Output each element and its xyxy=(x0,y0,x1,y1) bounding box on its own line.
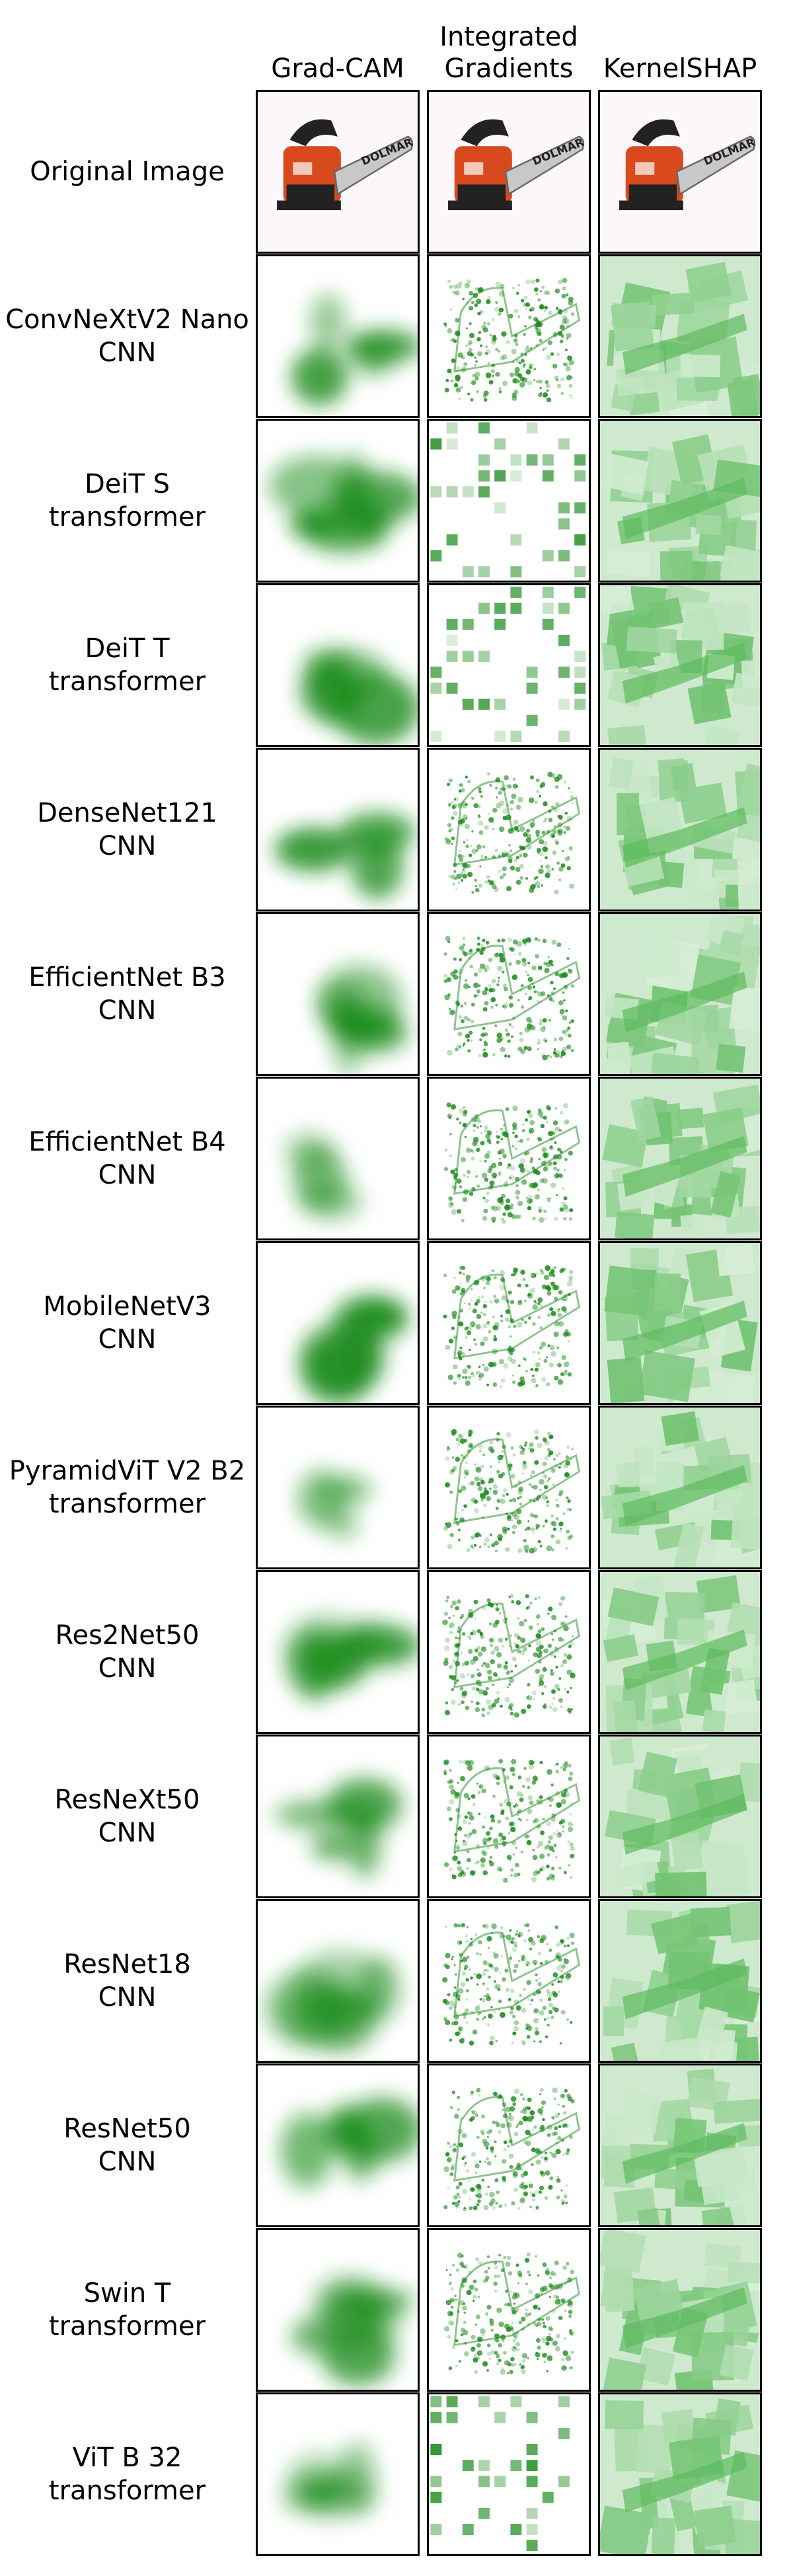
grad-cam-map xyxy=(256,254,420,418)
grad-cam-map xyxy=(256,1899,420,2063)
model-family: CNN xyxy=(98,1818,157,1848)
integrated-gradients-map xyxy=(427,2063,591,2227)
model-name: ViT B 32 xyxy=(72,2443,182,2473)
model-family: transformer xyxy=(48,502,206,532)
model-family: transformer xyxy=(48,666,206,697)
model-family: CNN xyxy=(98,2147,157,2177)
column-header-integrated-gradients: Integrated Gradients xyxy=(439,22,578,84)
kernelshap-map xyxy=(598,1899,762,2063)
integrated-gradients-map xyxy=(427,1899,591,2063)
model-name: MobileNetV3 xyxy=(43,1291,211,1322)
kernelshap-map xyxy=(598,2228,762,2392)
grad-cam-map xyxy=(256,912,420,1076)
model-name: ResNet50 xyxy=(63,2114,191,2144)
grad-cam-map xyxy=(256,2228,420,2392)
model-name: DeiT S xyxy=(84,469,170,499)
model-family: CNN xyxy=(98,1653,157,1684)
grad-cam-map xyxy=(256,748,420,912)
row-label: ViT B 32 transformer xyxy=(0,2392,254,2556)
grad-cam-map xyxy=(256,1570,420,1734)
model-name: ConvNeXtV2 Nano xyxy=(5,304,249,335)
row-label: EfficientNet B4 CNN xyxy=(0,1077,254,1240)
row-label: EfficientNet B3 CNN xyxy=(0,912,254,1076)
model-family: CNN xyxy=(98,831,157,861)
kernelshap-map xyxy=(598,1241,762,1405)
row-label: ConvNeXtV2 Nano CNN xyxy=(0,254,254,418)
kernelshap-map xyxy=(598,1735,762,1898)
model-name: DenseNet121 xyxy=(37,798,217,828)
original-image-kernelshap: DOLMAR xyxy=(598,90,762,254)
integrated-gradients-map xyxy=(427,1241,591,1405)
model-name: DeiT T xyxy=(85,633,170,664)
model-family: CNN xyxy=(98,1982,157,2013)
row-label: DenseNet121 CNN xyxy=(0,748,254,912)
model-family: CNN xyxy=(98,1324,157,1355)
row-label: Res2Net50 CNN xyxy=(0,1570,254,1734)
row-label: PyramidViT V2 B2 transformer xyxy=(0,1406,254,1569)
grad-cam-map xyxy=(256,1406,420,1569)
kernelshap-map xyxy=(598,912,762,1076)
grad-cam-map xyxy=(256,1241,420,1405)
column-header-kernelshap: KernelSHAP xyxy=(603,54,757,84)
model-name: ResNeXt50 xyxy=(54,1785,200,1815)
integrated-gradients-map xyxy=(427,1406,591,1569)
model-family: CNN xyxy=(98,338,157,368)
integrated-gradients-map xyxy=(427,1735,591,1898)
integrated-gradients-map xyxy=(427,1570,591,1734)
kernelshap-map xyxy=(598,1406,762,1569)
row-label-original-image: Original Image xyxy=(30,157,225,187)
model-family: CNN xyxy=(98,995,157,1026)
model-name: PyramidViT V2 B2 xyxy=(9,1456,246,1486)
model-name: Res2Net50 xyxy=(55,1620,200,1651)
integrated-gradients-map xyxy=(427,912,591,1076)
integrated-gradients-map xyxy=(427,583,591,747)
grad-cam-map xyxy=(256,1077,420,1240)
row-label: ResNet50 CNN xyxy=(0,2063,254,2227)
grad-cam-map xyxy=(256,583,420,747)
row-label: ResNeXt50 CNN xyxy=(0,1735,254,1898)
integrated-gradients-map xyxy=(427,2228,591,2392)
integrated-gradients-map xyxy=(427,419,591,583)
kernelshap-map xyxy=(598,2392,762,2556)
original-image-integrated-gradients: DOLMAR xyxy=(427,90,591,254)
kernelshap-map xyxy=(598,254,762,418)
model-family: CNN xyxy=(98,1160,157,1190)
model-family: transformer xyxy=(48,2476,206,2506)
row-label: MobileNetV3 CNN xyxy=(0,1241,254,1405)
model-name: Swin T xyxy=(83,2278,171,2308)
chainsaw-image: DOLMAR xyxy=(600,92,760,252)
grad-cam-map xyxy=(256,2063,420,2227)
chainsaw-image: DOLMAR xyxy=(258,92,418,252)
chainsaw-image: DOLMAR xyxy=(429,92,589,252)
column-header-grad-cam: Grad-CAM xyxy=(271,54,404,84)
grad-cam-map xyxy=(256,2392,420,2556)
grad-cam-map xyxy=(256,1735,420,1898)
model-name: EfficientNet B4 xyxy=(28,1127,226,1157)
grad-cam-map xyxy=(256,419,420,583)
kernelshap-map xyxy=(598,1077,762,1240)
integrated-gradients-map xyxy=(427,748,591,912)
model-family: transformer xyxy=(48,2311,206,2342)
row-label: ResNet18 CNN xyxy=(0,1899,254,2063)
integrated-gradients-map xyxy=(427,2392,591,2556)
integrated-gradients-map xyxy=(427,1077,591,1240)
kernelshap-map xyxy=(598,1570,762,1734)
kernelshap-map xyxy=(598,748,762,912)
original-image-grad-cam: DOLMAR xyxy=(256,90,420,254)
integrated-gradients-map xyxy=(427,254,591,418)
kernelshap-map xyxy=(598,2063,762,2227)
model-name: ResNet18 xyxy=(63,1949,191,1980)
model-family: transformer xyxy=(48,1489,206,1519)
kernelshap-map xyxy=(598,583,762,747)
model-name: EfficientNet B3 xyxy=(28,962,226,993)
kernelshap-map xyxy=(598,419,762,583)
